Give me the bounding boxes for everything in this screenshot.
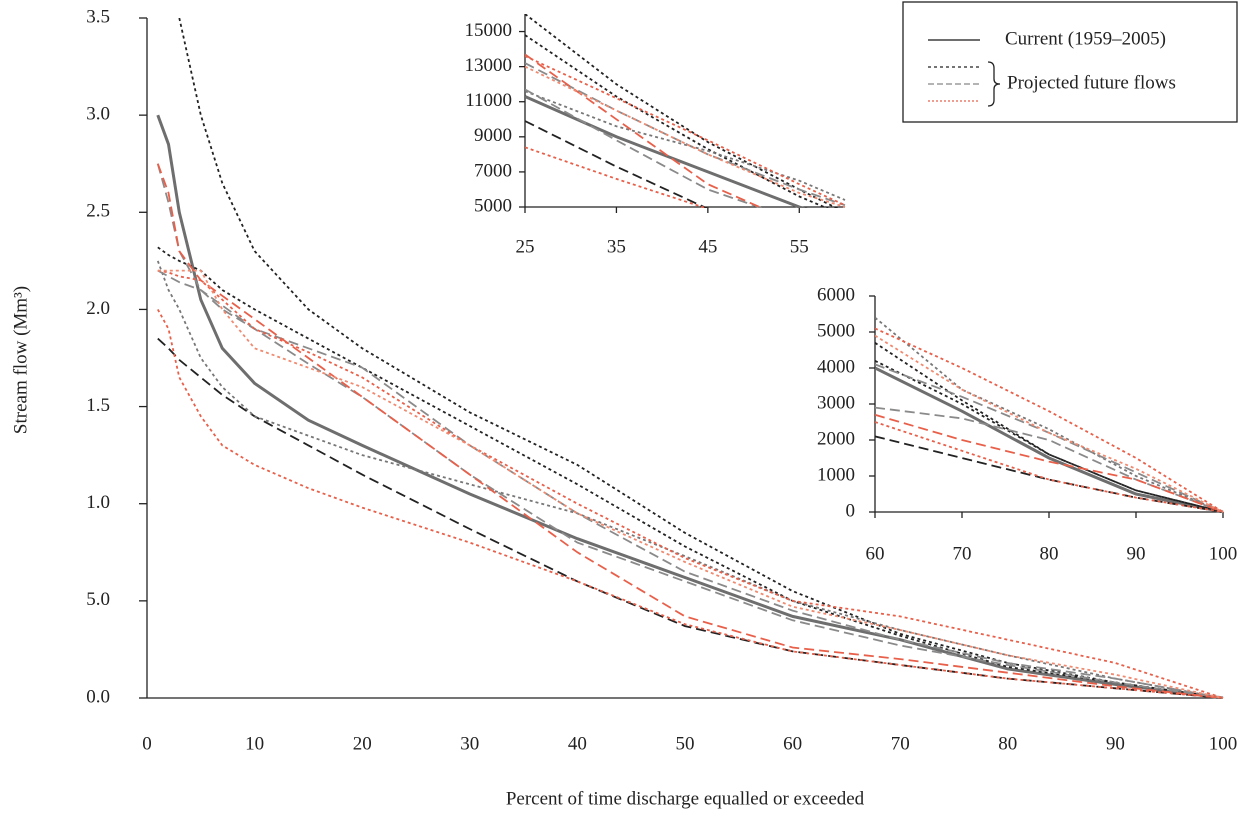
- y-tick-label: 3.5: [86, 6, 110, 27]
- series-line: [875, 406, 1224, 513]
- series-line: [525, 65, 846, 208]
- y-tick-label: 2.5: [86, 201, 110, 222]
- x-tick-label: 60: [866, 543, 885, 564]
- y-tick-label: 7000: [474, 160, 512, 181]
- y-axis-label: Stream flow (Mm³): [10, 286, 31, 434]
- series-line: [157, 337, 1224, 699]
- y-tick-label: 0.0: [86, 686, 110, 707]
- series-line: [875, 327, 1224, 513]
- series-line: [157, 308, 1224, 699]
- series-group: [875, 316, 1224, 513]
- series-line: [525, 53, 765, 208]
- y-tick-label: 0: [846, 500, 856, 521]
- x-tick-label: 80: [1040, 543, 1059, 564]
- legend-label: Projected future flows: [1007, 72, 1176, 93]
- series-line: [157, 269, 1224, 699]
- x-tick-label: 30: [460, 733, 479, 754]
- x-tick-label: 40: [568, 733, 587, 754]
- x-tick-label: 55: [790, 236, 809, 257]
- series-line: [157, 246, 1224, 699]
- series-line: [875, 413, 1224, 513]
- y-tick-label: 1.0: [86, 492, 110, 513]
- series-line: [525, 88, 765, 208]
- x-tick-label: 0: [142, 733, 152, 754]
- x-tick-label: 90: [1127, 543, 1146, 564]
- series-line: [525, 120, 709, 208]
- y-tick-label: 5.0: [86, 589, 110, 610]
- x-tick-label: 25: [516, 236, 535, 257]
- y-tick-label: 2.0: [86, 298, 110, 319]
- series-line: [178, 18, 1224, 699]
- y-tick-label: 2000: [817, 428, 855, 449]
- x-axis-label: Percent of time discharge equalled or ex…: [506, 788, 865, 809]
- x-tick-label: 20: [353, 733, 372, 754]
- y-tick-label: 13000: [465, 55, 513, 76]
- x-tick-label: 35: [607, 236, 626, 257]
- series-line: [157, 269, 1224, 699]
- x-tick-label: 80: [998, 733, 1017, 754]
- series-line: [875, 359, 1224, 513]
- legend-brace: [987, 61, 1001, 107]
- series-line: [525, 55, 846, 207]
- series-line: [875, 421, 1224, 513]
- y-tick-label: 3000: [817, 392, 855, 413]
- x-tick-label: 45: [698, 236, 717, 257]
- series-group: [156, 18, 1224, 699]
- x-tick-label: 50: [676, 733, 695, 754]
- y-tick-label: 11000: [465, 90, 512, 111]
- x-tick-label: 70: [891, 733, 910, 754]
- series-line: [525, 14, 839, 208]
- x-tick-label: 70: [953, 543, 972, 564]
- series-line: [875, 342, 1224, 513]
- series-line: [875, 366, 1224, 513]
- series-line: [875, 316, 1224, 513]
- y-tick-label: 15000: [465, 20, 513, 41]
- series-line: [157, 269, 1224, 699]
- y-tick-label: 4000: [817, 356, 855, 377]
- legend: Current (1959–2005) Projected future flo…: [902, 1, 1238, 123]
- x-tick-label: 100: [1209, 543, 1238, 564]
- y-tick-label: 5000: [817, 320, 855, 341]
- y-tick-label: 1.5: [86, 395, 110, 416]
- x-tick-label: 10: [245, 733, 264, 754]
- series-line: [156, 260, 1224, 699]
- y-tick-label: 6000: [817, 284, 855, 305]
- legend-label: Current (1959–2005): [1005, 28, 1166, 49]
- y-tick-label: 9000: [474, 125, 512, 146]
- series-line: [525, 62, 846, 207]
- x-tick-label: 60: [783, 733, 802, 754]
- series-group: [525, 14, 846, 208]
- y-tick-label: 3.0: [86, 104, 110, 125]
- x-tick-label: 90: [1106, 733, 1125, 754]
- y-tick-label: 5000: [474, 195, 512, 216]
- y-tick-label: 1000: [817, 464, 855, 485]
- legend-box: [902, 1, 1238, 123]
- series-line: [525, 90, 846, 201]
- series-line: [525, 34, 829, 208]
- series-line: [156, 163, 1224, 699]
- series-line: [875, 334, 1224, 513]
- x-tick-label: 100: [1209, 733, 1238, 754]
